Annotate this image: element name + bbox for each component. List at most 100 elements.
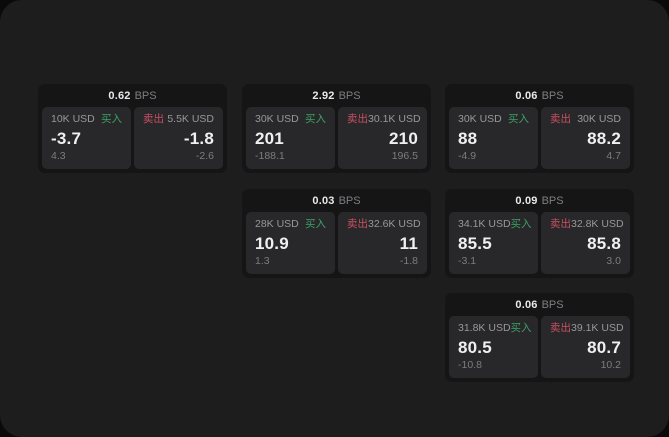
buy-label: 买入 — [305, 113, 326, 125]
sell-amount: 32.8K USD — [571, 218, 624, 230]
buy-label: 买入 — [101, 113, 122, 125]
sell-amount: 5.5K USD — [167, 113, 214, 125]
buy-amount: 30K USD — [458, 113, 502, 125]
buy-change: -10.8 — [458, 359, 482, 372]
sell-panel-header: 卖出 5.5K USD — [143, 113, 214, 126]
sell-amount: 30.1K USD — [368, 113, 421, 125]
bps-unit: BPS — [541, 89, 564, 102]
buy-change: 1.3 — [255, 255, 270, 268]
sell-panel[interactable]: 卖出 5.5K USD -1.8 -2.6 — [134, 107, 223, 169]
buy-panel[interactable]: 31.8K USD 买入 80.5 -10.8 — [449, 316, 538, 378]
sell-label: 卖出 — [347, 113, 368, 125]
buy-price: 201 — [255, 129, 284, 149]
buy-panel[interactable]: 30K USD 买入 88 -4.9 — [449, 107, 538, 169]
sell-label: 卖出 — [550, 218, 571, 230]
buy-panel-header: 31.8K USD 买入 — [458, 322, 532, 335]
sell-panel[interactable]: 卖出 30.1K USD 210 196.5 — [338, 107, 427, 169]
sell-price: 88.2 — [587, 129, 621, 149]
buy-label: 买入 — [510, 322, 532, 334]
sell-panel[interactable]: 卖出 30K USD 88.2 4.7 — [541, 107, 630, 169]
buy-amount: 34.1K USD — [458, 218, 511, 230]
bps-unit: BPS — [338, 89, 361, 102]
buy-amount: 28K USD — [255, 218, 299, 230]
card-header: 0.62 BPS — [38, 84, 227, 107]
quote-panels: 30K USD 买入 88 -4.9 卖出 30K USD 88.2 4.7 — [445, 107, 634, 169]
bps-unit: BPS — [338, 194, 361, 207]
sell-amount: 39.1K USD — [571, 322, 624, 334]
sell-panel-header: 卖出 39.1K USD — [550, 322, 624, 335]
buy-price: 88 — [458, 129, 478, 149]
buy-change: -3.1 — [458, 255, 477, 268]
quote-card: 2.92 BPS 30K USD 买入 201 -188.1 卖出 30.1K … — [242, 84, 431, 173]
sell-price: 85.8 — [587, 234, 621, 254]
bps-unit: BPS — [541, 194, 564, 207]
sell-label: 卖出 — [550, 113, 571, 125]
sell-panel-header: 卖出 32.6K USD — [347, 218, 421, 231]
sell-label: 卖出 — [143, 113, 164, 125]
sell-price: 80.7 — [587, 338, 621, 358]
buy-panel[interactable]: 10K USD 买入 -3.7 4.3 — [42, 107, 131, 169]
buy-panel-header: 30K USD 买入 — [255, 113, 326, 126]
bps-value: 0.03 — [312, 194, 335, 207]
sell-change: -1.8 — [399, 255, 418, 268]
sell-change: 196.5 — [391, 150, 418, 163]
quote-panels: 10K USD 买入 -3.7 4.3 卖出 5.5K USD -1.8 -2.… — [38, 107, 227, 169]
card-header: 0.09 BPS — [445, 189, 634, 212]
buy-price: 80.5 — [458, 338, 492, 358]
sell-label: 卖出 — [550, 322, 571, 334]
buy-price: 85.5 — [458, 234, 492, 254]
buy-panel-header: 34.1K USD 买入 — [458, 218, 532, 231]
bps-unit: BPS — [541, 298, 564, 311]
buy-panel[interactable]: 28K USD 买入 10.9 1.3 — [246, 212, 335, 274]
quote-card: 0.06 BPS 31.8K USD 买入 80.5 -10.8 卖出 39.1… — [445, 293, 634, 382]
buy-change: -188.1 — [255, 150, 285, 163]
bps-value: 0.06 — [515, 89, 538, 102]
quote-card: 0.03 BPS 28K USD 买入 10.9 1.3 卖出 32.6K US… — [242, 189, 431, 278]
bps-value: 0.06 — [515, 298, 538, 311]
quote-card: 0.09 BPS 34.1K USD 买入 85.5 -3.1 卖出 32.8K… — [445, 189, 634, 278]
buy-label: 买入 — [508, 113, 529, 125]
card-header: 0.03 BPS — [242, 189, 431, 212]
sell-panel[interactable]: 卖出 32.6K USD 11 -1.8 — [338, 212, 427, 274]
sell-panel-header: 卖出 30.1K USD — [347, 113, 421, 126]
sell-price: 11 — [399, 234, 418, 254]
quote-panels: 31.8K USD 买入 80.5 -10.8 卖出 39.1K USD 80.… — [445, 316, 634, 378]
buy-amount: 10K USD — [51, 113, 95, 125]
card-header: 2.92 BPS — [242, 84, 431, 107]
buy-label: 买入 — [510, 218, 532, 230]
buy-amount: 30K USD — [255, 113, 299, 125]
buy-change: -4.9 — [458, 150, 477, 163]
buy-price: -3.7 — [51, 129, 82, 149]
sell-price: -1.8 — [183, 129, 214, 149]
buy-change: 4.3 — [51, 150, 66, 163]
quote-card: 0.62 BPS 10K USD 买入 -3.7 4.3 卖出 5.5K USD… — [38, 84, 227, 173]
sell-panel-header: 卖出 30K USD — [550, 113, 621, 126]
buy-panel[interactable]: 30K USD 买入 201 -188.1 — [246, 107, 335, 169]
sell-amount: 30K USD — [577, 113, 621, 125]
card-header: 0.06 BPS — [445, 84, 634, 107]
bps-value: 0.62 — [108, 89, 131, 102]
quote-panels: 34.1K USD 买入 85.5 -3.1 卖出 32.8K USD 85.8… — [445, 212, 634, 274]
bps-unit: BPS — [134, 89, 157, 102]
buy-amount: 31.8K USD — [458, 322, 511, 334]
sell-price: 210 — [389, 129, 418, 149]
sell-change: 4.7 — [606, 150, 621, 163]
buy-panel-header: 30K USD 买入 — [458, 113, 529, 126]
buy-panel[interactable]: 34.1K USD 买入 85.5 -3.1 — [449, 212, 538, 274]
sell-change: 10.2 — [600, 359, 621, 372]
sell-panel[interactable]: 卖出 39.1K USD 80.7 10.2 — [541, 316, 630, 378]
sell-panel[interactable]: 卖出 32.8K USD 85.8 3.0 — [541, 212, 630, 274]
sell-change: 3.0 — [606, 255, 621, 268]
bps-value: 0.09 — [515, 194, 538, 207]
sell-change: -2.6 — [195, 150, 214, 163]
buy-panel-header: 28K USD 买入 — [255, 218, 326, 231]
sell-panel-header: 卖出 32.8K USD — [550, 218, 624, 231]
buy-panel-header: 10K USD 买入 — [51, 113, 122, 126]
sell-label: 卖出 — [347, 218, 368, 230]
bps-value: 2.92 — [312, 89, 335, 102]
buy-price: 10.9 — [255, 234, 289, 254]
quote-card: 0.06 BPS 30K USD 买入 88 -4.9 卖出 30K USD 8… — [445, 84, 634, 173]
card-header: 0.06 BPS — [445, 293, 634, 316]
quote-panels: 28K USD 买入 10.9 1.3 卖出 32.6K USD 11 -1.8 — [242, 212, 431, 274]
